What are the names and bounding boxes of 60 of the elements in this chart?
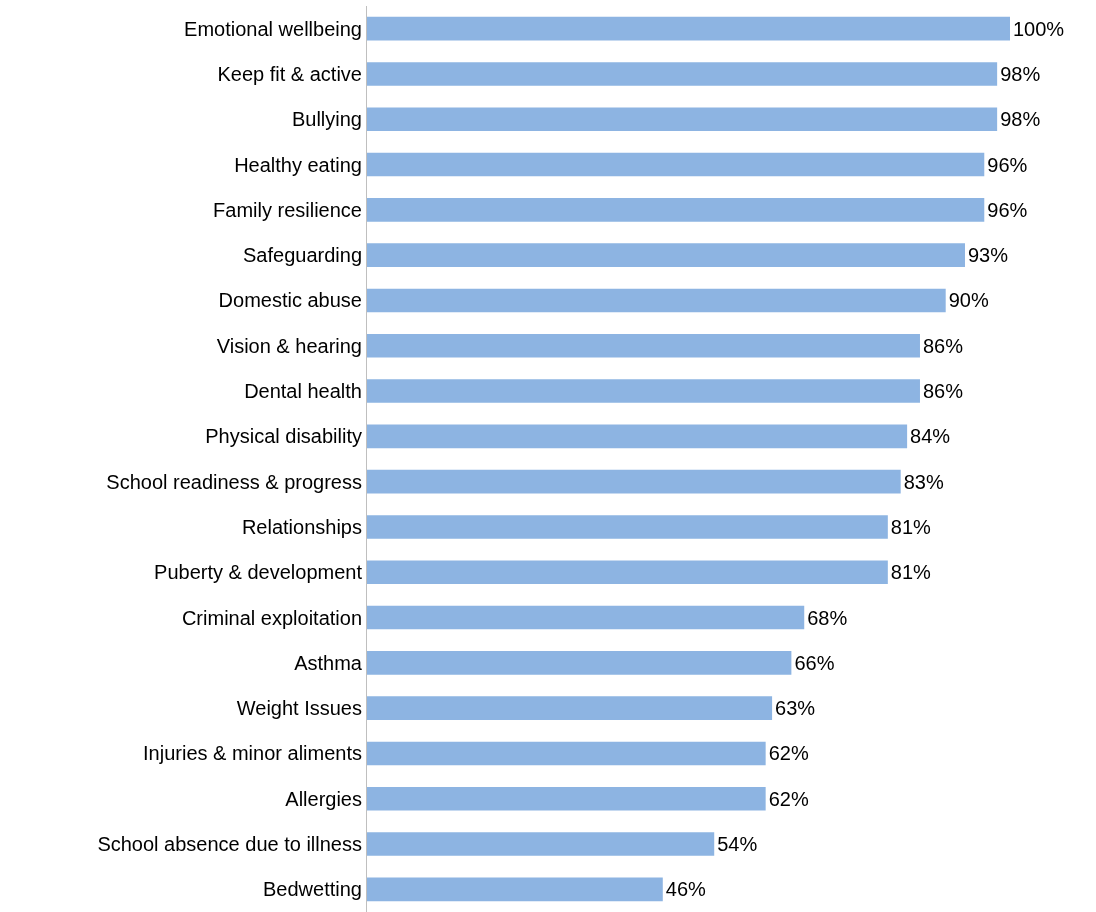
data-label: 46% — [665, 878, 707, 901]
y-tick-label: Vision & hearing — [216, 334, 362, 357]
y-tick-label: Criminal exploitation — [181, 606, 362, 629]
bar — [367, 469, 901, 494]
bar — [367, 198, 985, 222]
bar — [367, 333, 920, 358]
y-tick-label: Asthma — [294, 651, 363, 674]
bar — [367, 560, 888, 585]
bar — [367, 605, 805, 630]
y-tick-label: School absence due to illness — [97, 833, 362, 856]
data-label: 98% — [1000, 108, 1041, 131]
y-tick-label: Healthy eating — [234, 153, 362, 176]
y-tick-label: Dental health — [244, 380, 362, 403]
bar — [367, 288, 946, 313]
data-label: 63% — [775, 697, 816, 720]
bar — [367, 62, 998, 86]
data-label: 83% — [903, 470, 944, 493]
data-label: 86% — [922, 334, 964, 357]
data-label: 96% — [987, 198, 1028, 221]
bar — [367, 107, 998, 132]
y-tick-label: Allergies — [285, 787, 362, 810]
y-tick-label: Domestic abuse — [218, 289, 362, 312]
y-tick-label: Relationships — [241, 515, 362, 538]
data-label: 81% — [890, 561, 932, 584]
bar — [367, 16, 1010, 41]
data-label: 66% — [794, 651, 835, 674]
bar — [367, 424, 908, 449]
y-tick-label: Bedwetting — [263, 878, 362, 901]
bar — [367, 651, 792, 675]
data-label: 96% — [987, 153, 1028, 176]
y-tick-label: Bullying — [291, 108, 362, 131]
y-tick-label: Injuries & minor aliments — [143, 742, 362, 765]
bar — [367, 152, 985, 177]
data-label: 86% — [922, 380, 964, 403]
data-label: 54% — [717, 833, 758, 856]
data-label: 84% — [910, 425, 951, 448]
bar — [367, 741, 766, 766]
data-label: 62% — [768, 787, 809, 810]
bar — [367, 515, 888, 539]
y-tick-label: Puberty & development — [154, 561, 363, 584]
data-label: 62% — [768, 742, 809, 765]
data-label: 98% — [1000, 62, 1041, 85]
data-label: 100% — [1013, 17, 1065, 40]
y-tick-label: Physical disability — [205, 425, 362, 448]
y-tick-label: Keep fit & active — [217, 62, 362, 85]
bar — [367, 786, 766, 811]
bar — [367, 379, 920, 403]
data-label: 81% — [890, 515, 932, 538]
y-tick-label: Weight Issues — [236, 697, 362, 720]
bar — [367, 696, 773, 720]
y-tick-label: Safeguarding — [243, 244, 362, 267]
bar — [367, 832, 715, 856]
bar — [367, 243, 965, 267]
y-tick-label: Family resilience — [213, 198, 362, 221]
data-label: 90% — [948, 289, 989, 312]
data-label: 93% — [967, 244, 1009, 267]
y-tick-label: Emotional wellbeing — [184, 17, 362, 40]
y-tick-label: School readiness & progress — [106, 470, 362, 493]
data-label: 68% — [807, 606, 848, 629]
bar — [367, 877, 663, 902]
